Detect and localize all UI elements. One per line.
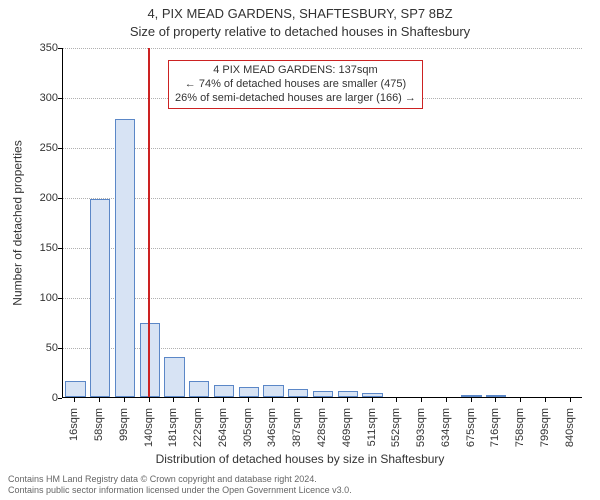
x-tick-label: 305sqm: [242, 408, 254, 458]
x-tick-mark: [372, 398, 373, 402]
x-tick-label: 140sqm: [143, 408, 155, 458]
x-tick-mark: [520, 398, 521, 402]
x-tick-label: 222sqm: [192, 408, 204, 458]
x-tick-mark: [149, 398, 150, 402]
histogram-bar: [115, 119, 135, 397]
y-tick-label: 350: [18, 42, 58, 54]
chart-supertitle: 4, PIX MEAD GARDENS, SHAFTESBURY, SP7 8B…: [0, 6, 600, 21]
chart-page: 4, PIX MEAD GARDENS, SHAFTESBURY, SP7 8B…: [0, 0, 600, 500]
y-tick-label: 300: [18, 92, 58, 104]
x-axis-label: Distribution of detached houses by size …: [0, 452, 600, 466]
histogram-bar: [313, 391, 333, 397]
histogram-bar: [214, 385, 234, 397]
x-tick-label: 593sqm: [415, 408, 427, 458]
x-tick-mark: [248, 398, 249, 402]
y-tick-label: 50: [18, 342, 58, 354]
footer-line1: Contains HM Land Registry data © Crown c…: [8, 474, 352, 485]
license-footer: Contains HM Land Registry data © Crown c…: [8, 474, 352, 496]
x-tick-mark: [99, 398, 100, 402]
x-tick-mark: [124, 398, 125, 402]
x-tick-label: 511sqm: [366, 408, 378, 458]
annotation-box: 4 PIX MEAD GARDENS: 137sqm ← 74% of deta…: [168, 60, 423, 109]
y-tick-label: 200: [18, 192, 58, 204]
x-tick-label: 675sqm: [465, 408, 477, 458]
x-tick-mark: [198, 398, 199, 402]
y-tick-mark: [58, 398, 62, 399]
x-tick-label: 758sqm: [514, 408, 526, 458]
x-tick-label: 552sqm: [390, 408, 402, 458]
y-tick-mark: [58, 198, 62, 199]
annotation-line2: ← 74% of detached houses are smaller (47…: [175, 78, 416, 92]
x-tick-mark: [396, 398, 397, 402]
y-tick-mark: [58, 148, 62, 149]
histogram-bar: [263, 385, 283, 397]
x-tick-label: 99sqm: [118, 408, 130, 458]
x-tick-mark: [173, 398, 174, 402]
footer-line2: Contains public sector information licen…: [8, 485, 352, 496]
plot-area: 4 PIX MEAD GARDENS: 137sqm ← 74% of deta…: [62, 48, 582, 398]
histogram-bar: [65, 381, 85, 397]
x-tick-mark: [223, 398, 224, 402]
x-tick-label: 469sqm: [341, 408, 353, 458]
histogram-bar: [90, 199, 110, 397]
histogram-bar: [164, 357, 184, 397]
annotation-line1: 4 PIX MEAD GARDENS: 137sqm: [175, 64, 416, 78]
x-tick-label: 181sqm: [167, 408, 179, 458]
x-tick-mark: [421, 398, 422, 402]
x-tick-mark: [495, 398, 496, 402]
x-tick-mark: [545, 398, 546, 402]
y-tick-mark: [58, 348, 62, 349]
histogram-bar: [239, 387, 259, 397]
chart-title: Size of property relative to detached ho…: [0, 24, 600, 39]
x-tick-label: 58sqm: [93, 408, 105, 458]
y-tick-label: 250: [18, 142, 58, 154]
y-tick-mark: [58, 298, 62, 299]
y-tick-mark: [58, 248, 62, 249]
x-tick-mark: [471, 398, 472, 402]
histogram-bar: [461, 395, 481, 397]
histogram-bar: [362, 393, 382, 397]
histogram-bar: [189, 381, 209, 397]
x-tick-label: 634sqm: [440, 408, 452, 458]
x-tick-mark: [570, 398, 571, 402]
y-tick-label: 100: [18, 292, 58, 304]
x-tick-mark: [74, 398, 75, 402]
histogram-bar: [486, 395, 506, 397]
x-tick-label: 716sqm: [489, 408, 501, 458]
y-axis-label-text: Number of detached properties: [11, 140, 25, 305]
x-tick-label: 799sqm: [539, 408, 551, 458]
x-tick-mark: [322, 398, 323, 402]
x-tick-mark: [272, 398, 273, 402]
y-tick-label: 0: [18, 392, 58, 404]
x-tick-mark: [446, 398, 447, 402]
x-tick-label: 16sqm: [68, 408, 80, 458]
x-tick-label: 264sqm: [217, 408, 229, 458]
x-tick-label: 346sqm: [266, 408, 278, 458]
highlight-vline: [148, 48, 150, 397]
histogram-bar: [288, 389, 308, 397]
x-tick-mark: [347, 398, 348, 402]
y-tick-mark: [58, 98, 62, 99]
y-tick-label: 150: [18, 242, 58, 254]
x-tick-label: 840sqm: [564, 408, 576, 458]
histogram-bar: [338, 391, 358, 397]
annotation-line3: 26% of semi-detached houses are larger (…: [175, 92, 416, 106]
x-tick-label: 428sqm: [316, 408, 328, 458]
y-tick-mark: [58, 48, 62, 49]
x-tick-mark: [297, 398, 298, 402]
x-tick-label: 387sqm: [291, 408, 303, 458]
